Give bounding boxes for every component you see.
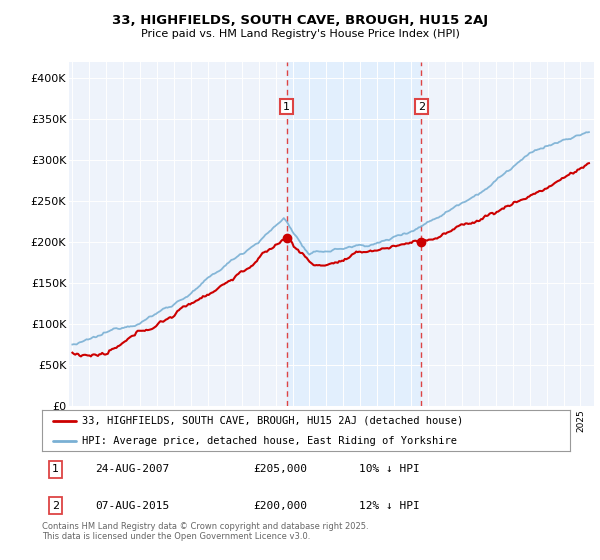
Text: Contains HM Land Registry data © Crown copyright and database right 2025.
This d: Contains HM Land Registry data © Crown c… (42, 522, 368, 542)
Text: 2: 2 (52, 501, 59, 511)
Text: 33, HIGHFIELDS, SOUTH CAVE, BROUGH, HU15 2AJ (detached house): 33, HIGHFIELDS, SOUTH CAVE, BROUGH, HU15… (82, 416, 463, 426)
Text: 33, HIGHFIELDS, SOUTH CAVE, BROUGH, HU15 2AJ: 33, HIGHFIELDS, SOUTH CAVE, BROUGH, HU15… (112, 14, 488, 27)
Text: Price paid vs. HM Land Registry's House Price Index (HPI): Price paid vs. HM Land Registry's House … (140, 29, 460, 39)
Text: 2: 2 (418, 102, 425, 111)
Text: 1: 1 (283, 102, 290, 111)
Text: £205,000: £205,000 (253, 464, 307, 474)
Text: 1: 1 (52, 464, 59, 474)
Text: 12% ↓ HPI: 12% ↓ HPI (359, 501, 419, 511)
Text: HPI: Average price, detached house, East Riding of Yorkshire: HPI: Average price, detached house, East… (82, 436, 457, 446)
Text: 10% ↓ HPI: 10% ↓ HPI (359, 464, 419, 474)
Text: 07-AUG-2015: 07-AUG-2015 (95, 501, 169, 511)
Text: 24-AUG-2007: 24-AUG-2007 (95, 464, 169, 474)
Bar (287, 62, 421, 406)
Text: £200,000: £200,000 (253, 501, 307, 511)
